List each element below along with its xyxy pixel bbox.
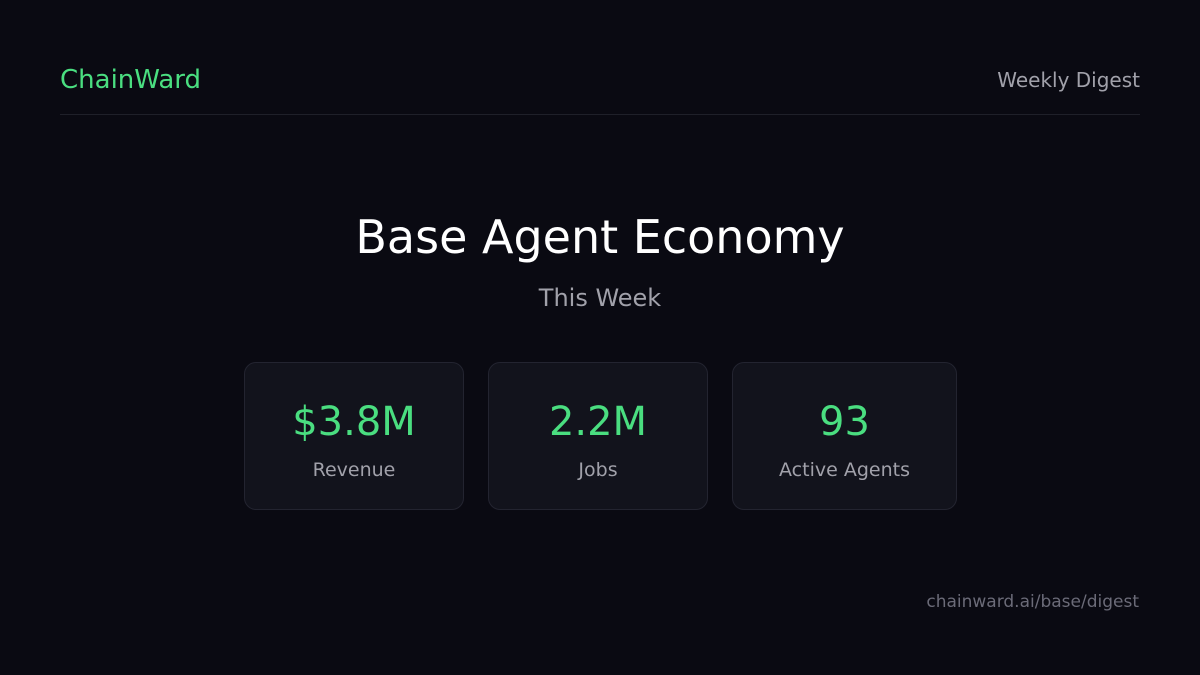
stat-label-revenue: Revenue xyxy=(312,459,396,481)
stat-card-active-agents: 93 Active Agents xyxy=(732,362,957,510)
stat-value-jobs: 2.2M xyxy=(548,399,648,445)
stat-value-active-agents: 93 xyxy=(819,399,870,445)
stat-label-active-agents: Active Agents xyxy=(779,459,910,481)
digest-label: Weekly Digest xyxy=(997,68,1140,92)
stat-card-jobs: 2.2M Jobs xyxy=(488,362,708,510)
stat-card-revenue: $3.8M Revenue xyxy=(244,362,464,510)
page-subtitle: This Week xyxy=(538,284,662,312)
header: ChainWard Weekly Digest xyxy=(60,0,1140,115)
stat-label-jobs: Jobs xyxy=(578,459,618,481)
page-title: Base Agent Economy xyxy=(355,210,845,264)
brand-logo[interactable]: ChainWard xyxy=(60,65,201,95)
footer-url[interactable]: chainward.ai/base/digest xyxy=(926,592,1139,612)
stat-value-revenue: $3.8M xyxy=(292,399,416,445)
